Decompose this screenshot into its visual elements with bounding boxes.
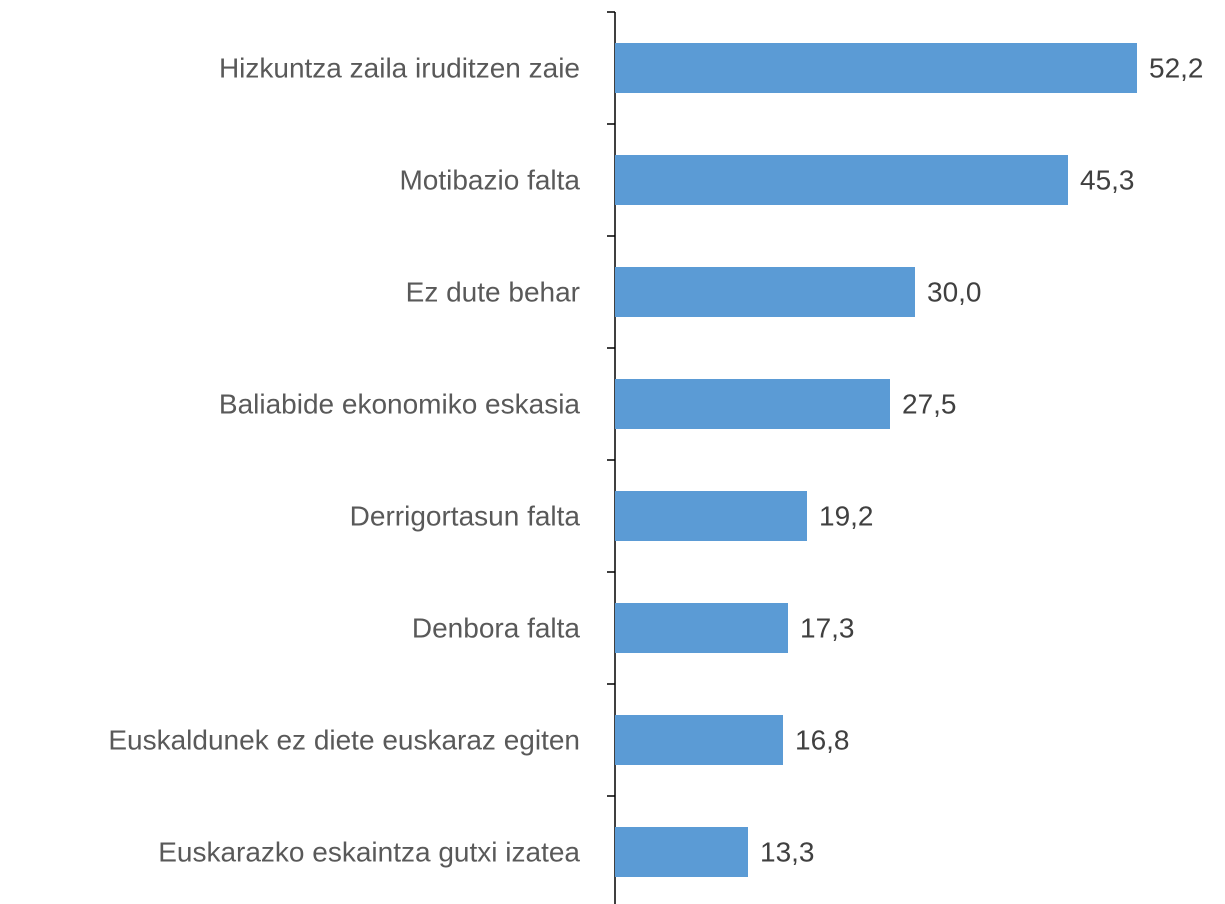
bar: [615, 155, 1068, 205]
data-label: 45,3: [1080, 164, 1135, 195]
bar: [615, 379, 890, 429]
bar: [615, 603, 788, 653]
bar: [615, 267, 915, 317]
data-label: 27,5: [902, 388, 957, 419]
bar: [615, 43, 1137, 93]
bar: [615, 715, 783, 765]
bar: [615, 827, 748, 877]
data-label: 52,2: [1149, 52, 1204, 83]
y-tick-label: Ez dute behar: [406, 276, 580, 307]
data-label: 30,0: [927, 276, 982, 307]
y-tick-label: Euskaldunek ez diete euskaraz egiten: [108, 724, 580, 755]
y-tick-label: Denbora falta: [412, 612, 581, 643]
data-label: 17,3: [800, 612, 855, 643]
data-label: 13,3: [760, 836, 815, 867]
y-tick-label: Derrigortasun falta: [350, 500, 581, 531]
y-tick-label: Baliabide ekonomiko eskasia: [219, 388, 581, 419]
y-tick-label: Motibazio falta: [399, 164, 580, 195]
data-label: 16,8: [795, 724, 850, 755]
y-tick-label: Hizkuntza zaila iruditzen zaie: [219, 52, 580, 83]
data-label: 19,2: [819, 500, 874, 531]
bar: [615, 491, 807, 541]
y-tick-label: Euskarazko eskaintza gutxi izatea: [158, 836, 580, 867]
